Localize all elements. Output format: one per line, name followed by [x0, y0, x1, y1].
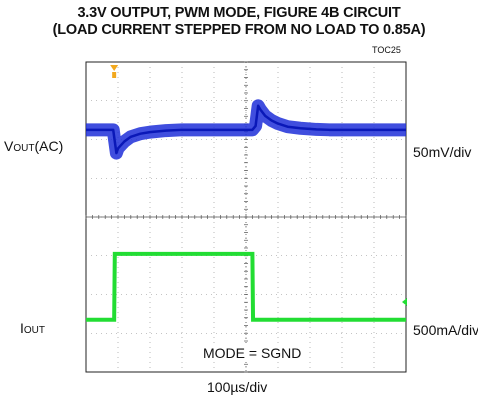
iout-label: IOUT [20, 320, 45, 336]
vout-label-main: V [4, 138, 14, 154]
toc-label: TOC25 [372, 45, 401, 55]
iout-scale-label: 500mA/div [413, 322, 478, 338]
iout-trace [86, 251, 406, 322]
iout-label-main: I [20, 320, 24, 336]
iout-label-sub: OUT [23, 325, 45, 336]
vout-scale-label: 50mV/div [413, 144, 472, 160]
vout-label-suffix: (AC) [34, 138, 64, 154]
chart-title-line2: (LOAD CURRENT STEPPED FROM NO LOAD TO 0.… [52, 22, 426, 38]
vout-label: VOUT(AC) [4, 138, 63, 154]
trigger-marker-stem [112, 72, 117, 78]
trigger-marker-icon [110, 65, 119, 71]
chart-title-line1: 3.3V OUTPUT, PWM MODE, FIGURE 4B CIRCUIT [77, 5, 401, 21]
vout-trace [86, 104, 406, 155]
vout-label-sub: OUT [13, 143, 35, 154]
time-scale-label: 100µs/div [207, 379, 268, 395]
mode-annotation: MODE = SGND [201, 345, 304, 361]
iout-level-marker-icon [402, 298, 407, 306]
